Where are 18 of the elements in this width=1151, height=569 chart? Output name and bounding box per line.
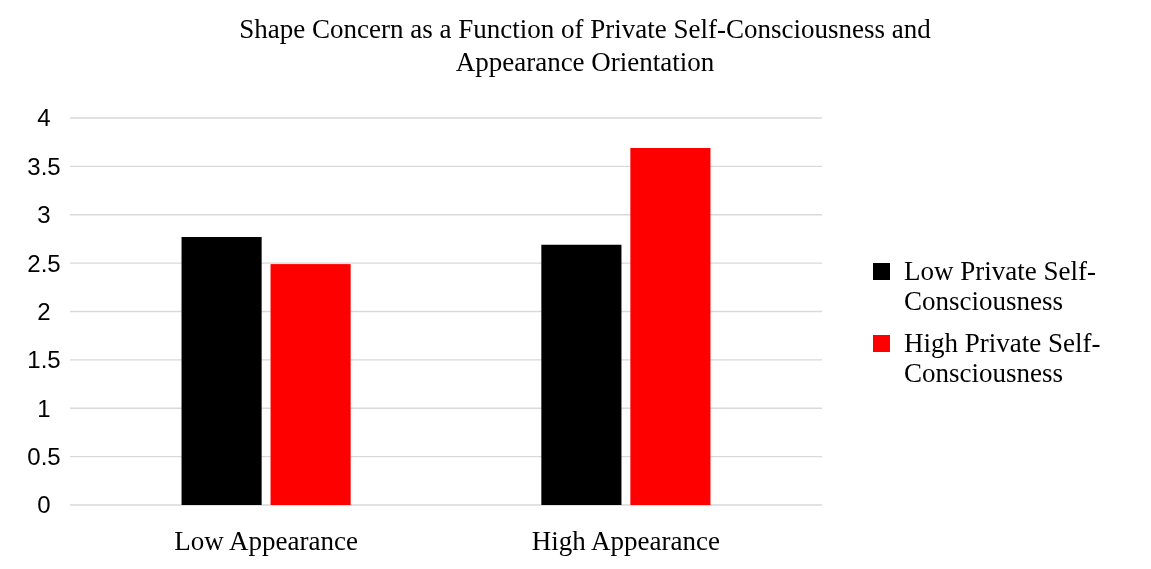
bar bbox=[270, 264, 351, 505]
bar bbox=[630, 147, 711, 505]
y-tick-label: 0.5 bbox=[27, 443, 61, 471]
chart-title: Shape Concern as a Function of Private Self-Consciousness and Appearance Orientation bbox=[239, 14, 932, 77]
y-tick-label: 1.5 bbox=[27, 346, 61, 374]
y-tick-label: 4 bbox=[37, 104, 51, 132]
legend-label: High Private Self-Consciousness bbox=[904, 328, 1101, 388]
y-tick-label: 2.5 bbox=[27, 249, 61, 277]
y-tick-label: 0 bbox=[37, 491, 51, 519]
y-tick-label: 3.5 bbox=[27, 152, 61, 180]
y-tick-label: 2 bbox=[37, 297, 51, 325]
legend-label: Low Private Self-Consciousness bbox=[904, 256, 1096, 316]
x-tick-label: High Appearance bbox=[531, 526, 720, 556]
bar bbox=[541, 244, 622, 505]
y-tick-label: 3 bbox=[37, 201, 51, 229]
y-tick-label: 1 bbox=[37, 394, 51, 422]
x-tick-label: Low Appearance bbox=[174, 526, 358, 556]
bar bbox=[181, 237, 262, 505]
